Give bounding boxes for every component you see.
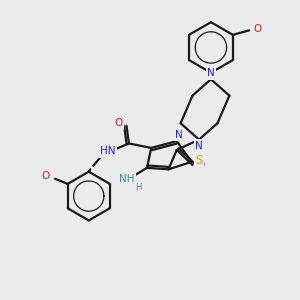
Text: NH: NH [119,173,135,184]
Text: N: N [195,140,203,151]
Text: H: H [135,183,141,192]
Text: O: O [41,171,50,181]
Text: HN: HN [100,146,115,157]
Text: N: N [175,130,183,140]
Text: S: S [195,154,203,167]
Text: O: O [254,24,262,34]
Text: O: O [197,160,205,170]
Text: N: N [207,68,215,78]
Text: O: O [114,118,122,128]
